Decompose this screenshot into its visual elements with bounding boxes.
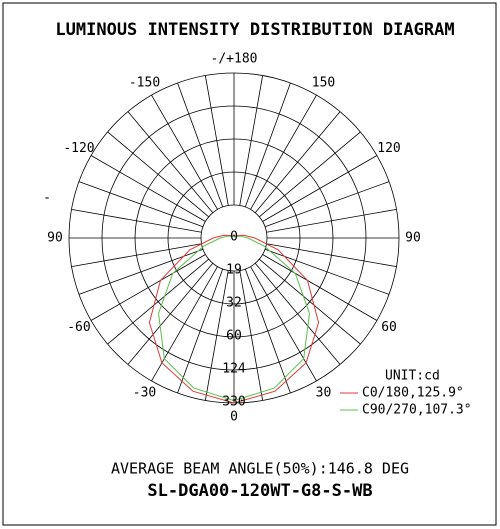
r-tick-label: 330 xyxy=(222,395,245,410)
curve xyxy=(148,234,320,404)
unit-label: UNIT:cd xyxy=(385,369,440,384)
angle-tick-label: -60 xyxy=(67,320,90,335)
r-tick-label: 0 xyxy=(230,230,238,245)
angle-tick-label: 120 xyxy=(377,141,400,156)
angle-tick-label: -/+180 xyxy=(211,52,258,67)
angle-tick-label: -120 xyxy=(63,141,94,156)
r-tick-label: 124 xyxy=(222,362,246,377)
model-name: SL-DGA00-120WT-G8-S-WB xyxy=(147,481,372,501)
side-label: - xyxy=(43,191,51,206)
angle-tick-label: 60 xyxy=(381,320,397,335)
angle-tick-label: 90 xyxy=(47,231,63,246)
ring xyxy=(134,138,334,338)
r-tick-label: 19 xyxy=(226,263,242,278)
legend-label: C90/270,107.3° xyxy=(362,403,472,418)
r-tick-label: 60 xyxy=(226,329,242,344)
angle-tick-label: 150 xyxy=(312,75,335,90)
angle-tick-label: -150 xyxy=(129,75,160,90)
curve xyxy=(158,235,310,402)
footer: AVERAGE BEAM ANGLE(50%):146.8 DEG xyxy=(111,460,409,478)
ring xyxy=(167,171,301,305)
chart-title: LUMINOUS INTENSITY DISTRIBUTION DIAGRAM xyxy=(55,20,454,40)
angle-tick-label: 90 xyxy=(405,231,421,246)
ring xyxy=(200,204,268,272)
ring xyxy=(101,105,367,371)
legend-label: C0/180,125.9° xyxy=(362,386,464,401)
r-tick-label: 32 xyxy=(226,296,242,311)
angle-tick-label: 0 xyxy=(230,410,238,425)
angle-tick-label: -30 xyxy=(133,386,156,401)
angle-tick-label: 30 xyxy=(316,386,332,401)
